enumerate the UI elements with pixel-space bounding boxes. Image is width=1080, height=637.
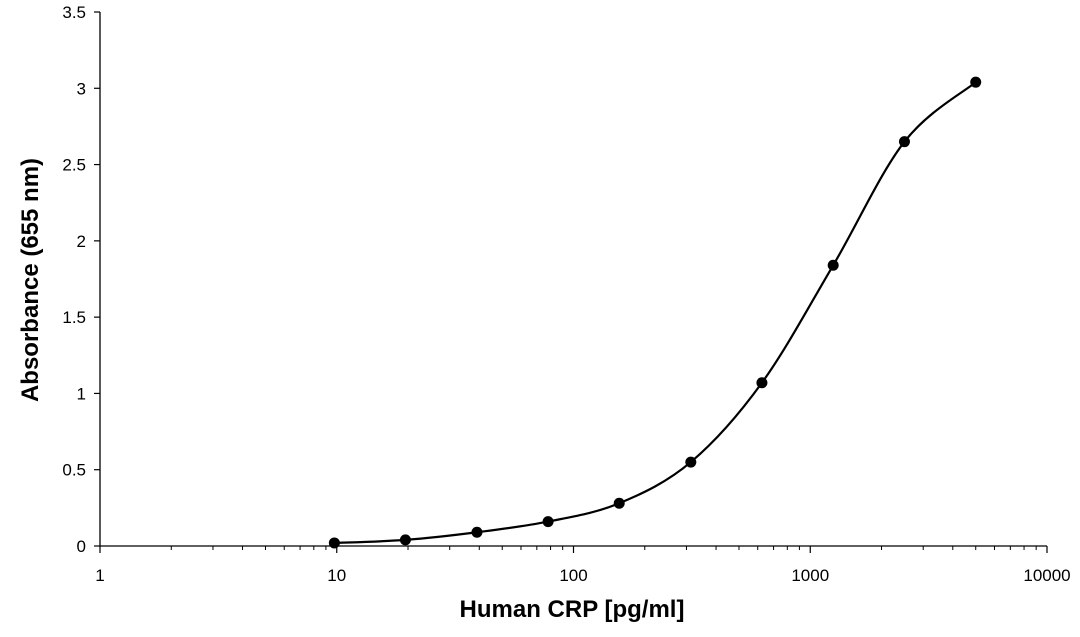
- fit-curve: [334, 81, 977, 545]
- y-tick-label: 1.5: [62, 308, 86, 327]
- data-point: [970, 76, 982, 88]
- y-axis-title: Absorbance (655 nm): [17, 158, 44, 402]
- x-tick-label: 1: [95, 566, 104, 585]
- data-point: [756, 377, 768, 389]
- x-tick-label: 10000: [1023, 566, 1070, 585]
- data-point: [399, 534, 411, 546]
- x-tick-label: 100: [559, 566, 587, 585]
- tick-group: 0 0.5 1 1.5 2 2.5 3 3.5 1 10 100 1000 10000: [62, 3, 1070, 585]
- y-tick-label: 2.5: [62, 156, 86, 175]
- data-point: [328, 537, 340, 549]
- x-axis-title: Human CRP [pg/ml]: [460, 596, 685, 623]
- data-point: [542, 516, 554, 528]
- x-tick-label: 10: [327, 566, 346, 585]
- axes: [99, 12, 1047, 547]
- data-point: [471, 526, 483, 538]
- y-tick-label: 0.5: [62, 461, 86, 480]
- y-tick-label: 0: [77, 537, 86, 556]
- y-tick-label: 1: [77, 384, 86, 403]
- data-point: [685, 456, 697, 468]
- x-tick-label: 1000: [791, 566, 829, 585]
- y-tick-label: 2: [77, 232, 86, 251]
- data-points: [328, 76, 982, 549]
- data-point: [898, 136, 910, 148]
- y-tick-label: 3: [77, 79, 86, 98]
- y-tick-label: 3.5: [62, 3, 86, 22]
- data-point: [613, 497, 625, 509]
- data-point: [827, 259, 839, 271]
